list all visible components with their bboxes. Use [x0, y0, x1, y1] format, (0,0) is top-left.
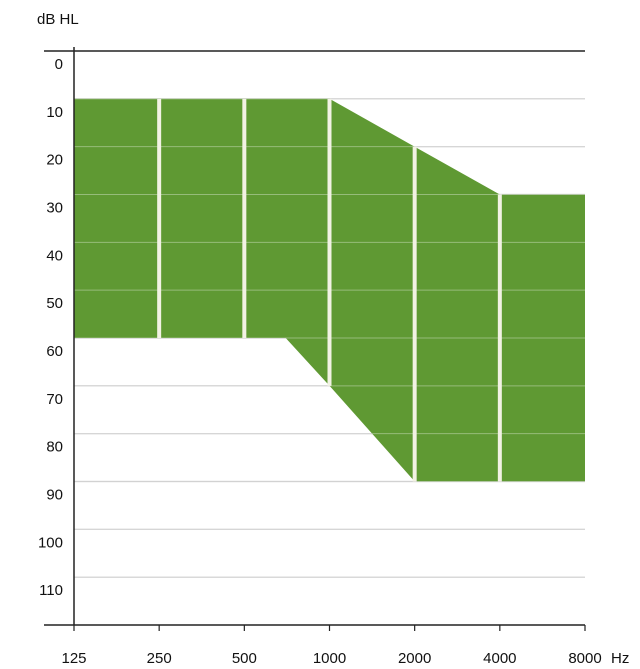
x-tick-labels: 125 250 500 1000 2000 4000 8000: [61, 650, 601, 667]
y-tick-label-3: 30: [46, 200, 63, 217]
y-tick-label-8: 80: [46, 439, 63, 456]
x-tick-label-1: 250: [147, 650, 172, 667]
x-tick-label-5: 4000: [483, 650, 516, 667]
y-tick-label-10: 100: [38, 534, 63, 551]
y-tick-label-0: 0: [55, 56, 63, 73]
x-axis-unit-label: Hz: [611, 650, 629, 667]
y-tick-label-2: 20: [46, 152, 63, 169]
x-tick-label-0: 125: [61, 650, 86, 667]
y-axis-unit-label: dB HL: [37, 11, 79, 28]
y-tick-label-1: 10: [46, 104, 63, 121]
band-separators: [157, 98, 502, 482]
x-tick-label-2: 500: [232, 650, 257, 667]
y-tick-label-6: 60: [46, 343, 63, 360]
axes: [44, 47, 586, 631]
y-tick-label-9: 90: [46, 487, 63, 504]
y-tick-label-7: 70: [46, 391, 63, 408]
y-tick-labels: 0 10 20 30 40 50 60 70 80 90 100 110: [38, 56, 63, 599]
y-tick-label-5: 50: [46, 295, 63, 312]
y-tick-label-4: 40: [46, 247, 63, 264]
x-tick-label-3: 1000: [313, 650, 346, 667]
x-tick-label-4: 2000: [398, 650, 431, 667]
y-tick-label-11: 110: [39, 582, 63, 599]
x-tick-label-6: 8000: [568, 650, 601, 667]
